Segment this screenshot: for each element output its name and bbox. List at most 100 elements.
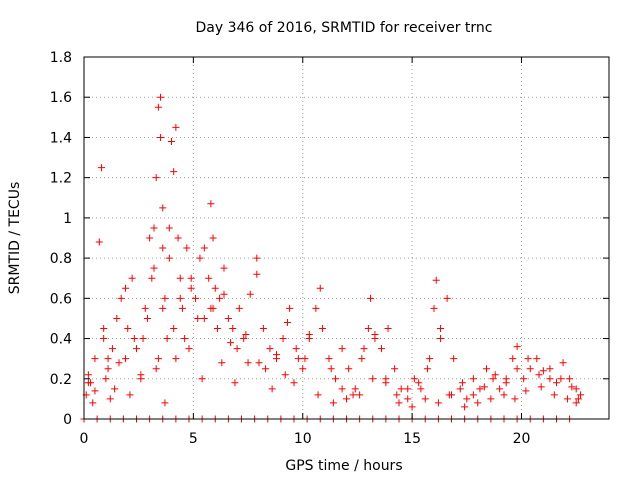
- data-point: [314, 391, 322, 399]
- data-point: [491, 371, 499, 379]
- data-point: [220, 290, 228, 298]
- data-point: [312, 304, 320, 312]
- data-point: [546, 375, 554, 383]
- data-point: [423, 365, 431, 373]
- data-point: [207, 200, 215, 208]
- data-point: [301, 355, 309, 363]
- data-point: [281, 371, 289, 379]
- data-point: [84, 371, 92, 379]
- data-point: [550, 391, 558, 399]
- data-point: [345, 365, 353, 373]
- data-point: [98, 164, 105, 172]
- data-point: [154, 355, 162, 363]
- data-point: [430, 304, 438, 312]
- y-tick-label: 1.4: [50, 130, 72, 146]
- data-point: [568, 383, 576, 391]
- data-point: [364, 325, 372, 332]
- data-point: [246, 290, 254, 298]
- data-point: [535, 371, 543, 379]
- data-point: [229, 325, 237, 332]
- data-point: [196, 254, 204, 262]
- data-point: [557, 375, 565, 383]
- data-point: [187, 284, 195, 292]
- data-point: [445, 391, 453, 399]
- data-point: [513, 365, 521, 373]
- data-point: [325, 355, 333, 363]
- data-point: [404, 395, 412, 403]
- data-point: [502, 379, 510, 387]
- data-point: [524, 355, 532, 363]
- data-point: [157, 133, 165, 141]
- data-point: [185, 345, 193, 353]
- data-point: [176, 274, 184, 282]
- data-point: [240, 335, 248, 343]
- data-point: [152, 174, 160, 182]
- data-point: [318, 325, 326, 332]
- data-point: [384, 325, 392, 332]
- y-axis-label: SRMTID / TECUs: [7, 182, 23, 295]
- data-point: [404, 385, 412, 393]
- data-point: [126, 391, 134, 399]
- x-tick-label: 10: [294, 431, 312, 447]
- data-point: [513, 343, 521, 351]
- data-point: [480, 383, 488, 391]
- data-point: [216, 294, 224, 302]
- y-tick-label: 0.2: [50, 372, 72, 388]
- data-point: [152, 365, 160, 373]
- data-point: [174, 234, 182, 242]
- data-point: [329, 399, 337, 407]
- data-point: [91, 355, 99, 363]
- data-point: [141, 304, 149, 312]
- data-point: [509, 355, 517, 363]
- data-point: [496, 385, 504, 393]
- data-point: [410, 375, 418, 383]
- data-point: [113, 314, 121, 322]
- data-point: [130, 335, 138, 343]
- data-point: [338, 385, 346, 393]
- data-point: [95, 238, 103, 246]
- data-point: [443, 294, 451, 302]
- data-point: [161, 294, 169, 302]
- data-point: [209, 304, 217, 312]
- data-point: [294, 355, 302, 363]
- data-point: [511, 395, 519, 403]
- data-point: [242, 331, 250, 339]
- data-point: [231, 379, 239, 387]
- x-tick-label: 20: [513, 431, 531, 447]
- data-point: [159, 304, 167, 312]
- data-point: [426, 355, 434, 363]
- data-point: [574, 395, 582, 403]
- data-point: [526, 365, 534, 373]
- data-point: [572, 399, 580, 407]
- data-point: [382, 379, 390, 387]
- data-point: [546, 365, 554, 373]
- data-point: [163, 335, 171, 343]
- data-point: [367, 294, 375, 302]
- data-point: [463, 395, 471, 403]
- data-point: [371, 331, 379, 339]
- x-axis-label: GPS time / hours: [285, 458, 402, 474]
- data-point: [520, 375, 528, 383]
- grid-lines: [84, 57, 609, 419]
- y-tick-label: 0.8: [50, 251, 72, 267]
- data-point: [432, 276, 440, 284]
- axis-ticks: [83, 56, 609, 420]
- data-point: [358, 355, 366, 363]
- data-point: [165, 224, 173, 232]
- data-point: [566, 375, 574, 383]
- data-point: [227, 339, 235, 347]
- data-point: [253, 270, 261, 278]
- data-point: [268, 385, 276, 393]
- data-point: [437, 325, 445, 332]
- data-point: [181, 335, 189, 343]
- y-tick-label: 0.6: [50, 291, 72, 307]
- data-point: [559, 359, 567, 367]
- data-point: [146, 234, 154, 242]
- data-point: [434, 399, 442, 407]
- data-point: [235, 304, 243, 312]
- data-point: [157, 93, 165, 101]
- data-point: [572, 385, 580, 393]
- data-point: [168, 137, 175, 145]
- data-point: [286, 304, 294, 312]
- y-tick-label: 0.4: [50, 332, 72, 348]
